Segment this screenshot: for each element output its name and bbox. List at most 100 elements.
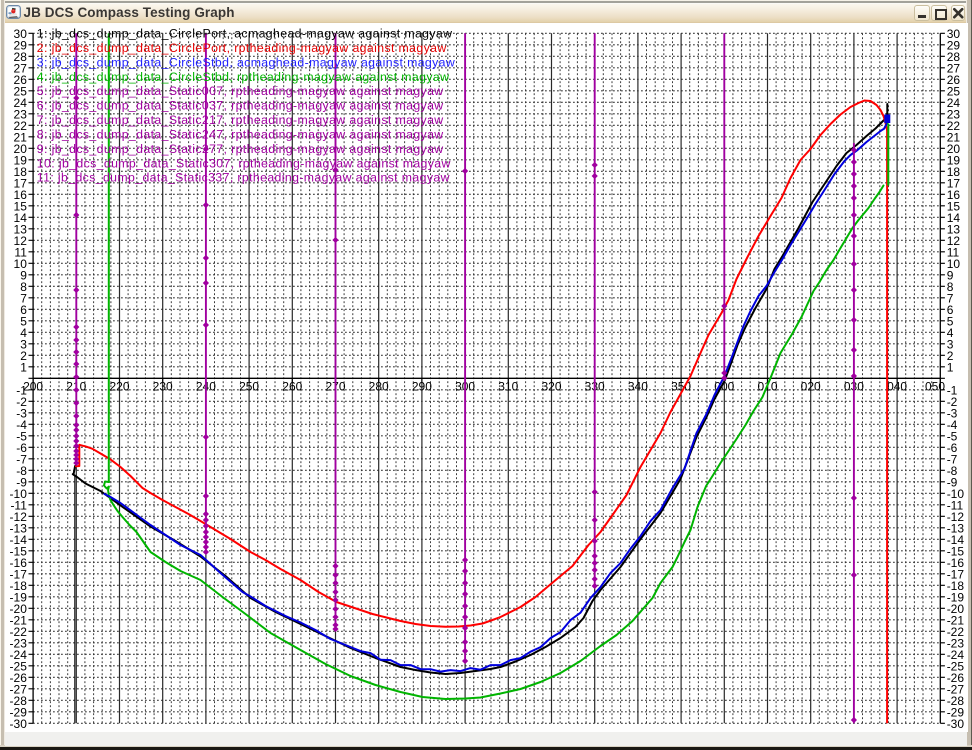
svg-text:-8: -8 (16, 464, 27, 478)
svg-text:-26: -26 (946, 671, 964, 685)
svg-text:-29: -29 (946, 705, 964, 719)
svg-text:11: 11 (946, 245, 959, 259)
svg-text:040: 040 (887, 380, 907, 394)
svg-text:-16: -16 (946, 556, 964, 570)
svg-text:1: 1 (946, 360, 953, 374)
svg-text:27: 27 (13, 61, 27, 75)
svg-text:22: 22 (946, 119, 960, 133)
svg-text:11: jb_dcs_dump_data_Static337: 11: jb_dcs_dump_data_Static337, rptheadi… (36, 171, 449, 185)
svg-text:13: 13 (946, 222, 960, 236)
svg-text:3: 3 (946, 337, 953, 351)
svg-text:16: 16 (13, 188, 27, 202)
svg-text:-4: -4 (16, 418, 27, 432)
svg-text:2: 2 (20, 349, 27, 363)
svg-text:-22: -22 (946, 625, 964, 639)
svg-text:20: 20 (13, 142, 27, 156)
svg-text:14: 14 (13, 211, 27, 225)
svg-text:-12: -12 (9, 510, 27, 524)
svg-text:9: 9 (20, 268, 27, 282)
svg-text:2: jb_dcs_dump_data_CirclePort: 2: jb_dcs_dump_data_CirclePort, rptheadi… (36, 41, 446, 55)
svg-text:280: 280 (368, 380, 388, 394)
svg-text:230: 230 (152, 380, 172, 394)
svg-text:-14: -14 (946, 533, 964, 547)
svg-text:1: 1 (20, 360, 27, 374)
svg-text:-6: -6 (16, 441, 27, 455)
svg-text:-19: -19 (9, 590, 27, 604)
svg-text:-3: -3 (16, 406, 27, 420)
svg-text:21: 21 (946, 130, 960, 144)
svg-text:-28: -28 (9, 694, 27, 708)
svg-text:23: 23 (946, 107, 960, 121)
svg-text:-19: -19 (946, 590, 964, 604)
svg-text:290: 290 (411, 380, 431, 394)
svg-text:-24: -24 (946, 648, 964, 662)
svg-text:-1: -1 (946, 383, 957, 397)
svg-text:26: 26 (13, 73, 27, 87)
svg-text:-20: -20 (946, 602, 964, 616)
svg-text:4: 4 (946, 326, 953, 340)
svg-text:-14: -14 (9, 533, 27, 547)
svg-text:-13: -13 (9, 521, 27, 535)
svg-text:3: jb_dcs_dump_data_CircleStbd: 3: jb_dcs_dump_data_CircleStbd, acmaghea… (36, 55, 454, 69)
svg-text:-21: -21 (946, 613, 964, 627)
svg-text:28: 28 (946, 50, 960, 64)
svg-text:9: jb_dcs_dump_data_Static277,: 9: jb_dcs_dump_data_Static277, rptheadin… (36, 142, 443, 156)
svg-text:19: 19 (13, 153, 27, 167)
svg-text:9: 9 (946, 268, 953, 282)
svg-text:-17: -17 (9, 567, 27, 581)
svg-text:30: 30 (946, 27, 960, 41)
svg-text:13: 13 (13, 222, 27, 236)
svg-text:-20: -20 (9, 602, 27, 616)
svg-text:8: 8 (20, 280, 27, 294)
svg-text:18: 18 (946, 165, 960, 179)
svg-text:-30: -30 (946, 717, 964, 731)
svg-text:-3: -3 (946, 406, 957, 420)
svg-text:7: jb_dcs_dump_data_Static217,: 7: jb_dcs_dump_data_Static217, rptheadin… (36, 113, 443, 127)
svg-text:-30: -30 (9, 717, 27, 731)
svg-text:050: 050 (924, 380, 944, 394)
svg-text:-1: -1 (16, 383, 27, 397)
svg-text:-10: -10 (946, 487, 964, 501)
svg-text:-16: -16 (9, 556, 27, 570)
svg-text:4: jb_dcs_dump_data_CircleStbd: 4: jb_dcs_dump_data_CircleStbd, rptheadi… (36, 70, 449, 84)
svg-text:5: 5 (946, 314, 953, 328)
svg-text:-29: -29 (9, 705, 27, 719)
svg-text:6: 6 (20, 303, 27, 317)
svg-text:-24: -24 (9, 648, 27, 662)
svg-text:22: 22 (13, 119, 27, 133)
svg-text:8: jb_dcs_dump_data_Static247,: 8: jb_dcs_dump_data_Static247, rptheadin… (36, 127, 443, 141)
svg-text:-15: -15 (946, 544, 964, 558)
svg-text:16: 16 (946, 188, 960, 202)
svg-text:-7: -7 (16, 452, 27, 466)
svg-text:-27: -27 (9, 682, 27, 696)
svg-text:-5: -5 (946, 429, 957, 443)
svg-text:-26: -26 (9, 671, 27, 685)
svg-text:28: 28 (13, 50, 27, 64)
svg-text:340: 340 (627, 380, 647, 394)
svg-text:19: 19 (946, 153, 960, 167)
svg-text:1: jb_dcs_dump_data_CirclePort: 1: jb_dcs_dump_data_CirclePort, acmaghea… (36, 27, 452, 41)
svg-text:-12: -12 (946, 510, 964, 524)
svg-text:-22: -22 (9, 625, 27, 639)
svg-text:-15: -15 (9, 544, 27, 558)
svg-text:320: 320 (541, 380, 561, 394)
svg-text:-18: -18 (946, 579, 964, 593)
svg-text:-28: -28 (946, 694, 964, 708)
svg-text:10: 10 (13, 257, 27, 271)
svg-text:-8: -8 (946, 464, 957, 478)
svg-text:-5: -5 (16, 429, 27, 443)
svg-text:6: 6 (946, 303, 953, 317)
svg-text:23: 23 (13, 107, 27, 121)
svg-text:25: 25 (13, 84, 27, 98)
svg-text:310: 310 (498, 380, 518, 394)
svg-text:6: jb_dcs_dump_data_Static037,: 6: jb_dcs_dump_data_Static037, rptheadin… (36, 99, 443, 113)
svg-text:020: 020 (800, 380, 820, 394)
svg-text:10: 10 (946, 257, 960, 271)
svg-text:-9: -9 (16, 475, 27, 489)
svg-text:20: 20 (946, 142, 960, 156)
svg-text:12: 12 (946, 234, 960, 248)
svg-text:-17: -17 (946, 567, 964, 581)
svg-text:24: 24 (13, 96, 27, 110)
svg-text:17: 17 (946, 176, 960, 190)
svg-text:29: 29 (13, 38, 27, 52)
